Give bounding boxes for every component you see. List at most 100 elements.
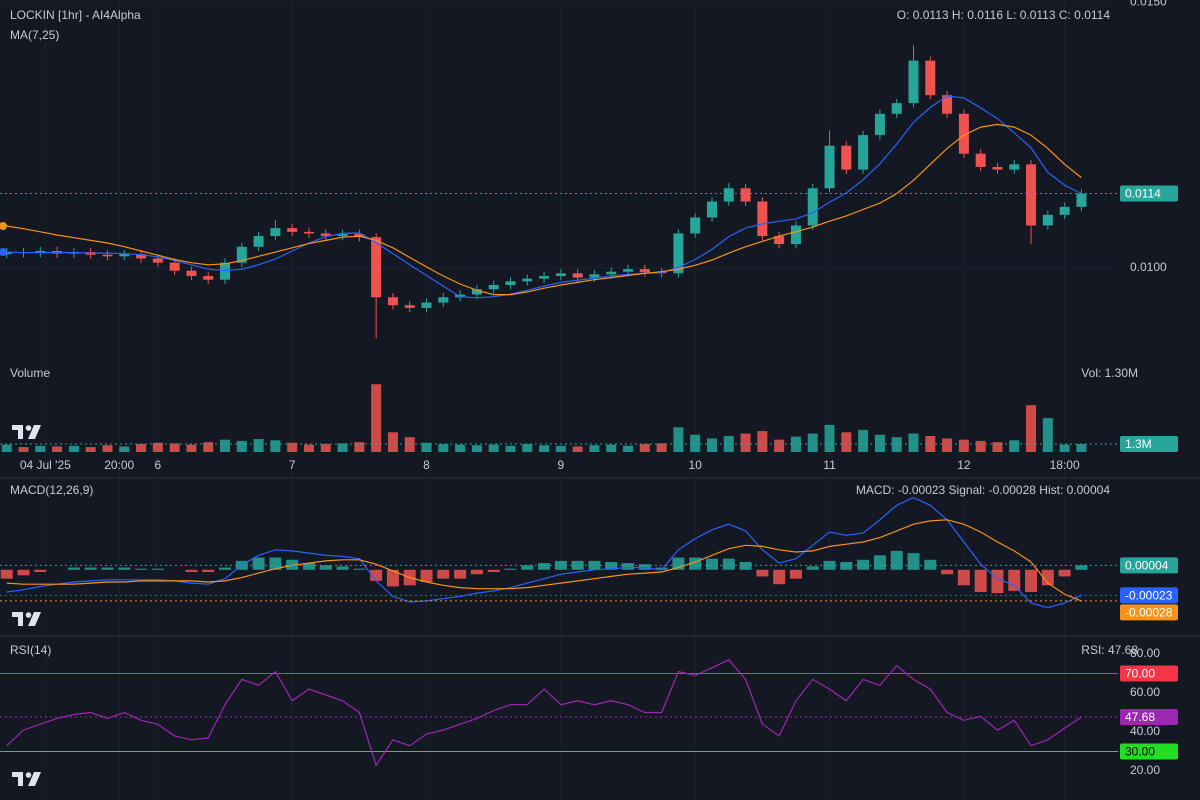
value-tag: -0.00023 <box>1125 589 1173 603</box>
histogram-bar <box>1041 569 1054 586</box>
candle-body <box>152 258 163 263</box>
volume-bar <box>1042 418 1053 452</box>
candle-body <box>858 135 869 170</box>
volume-bar <box>555 445 566 452</box>
candle-body <box>606 271 617 275</box>
volume-bar <box>807 433 818 452</box>
indicator-label: MA(7,25) <box>10 28 59 42</box>
volume-bar <box>387 432 398 452</box>
macd-title: MACD(12,26,9) <box>10 483 93 497</box>
band-tag-bg <box>1120 743 1178 760</box>
candle-body <box>690 217 701 234</box>
volume-bar <box>874 434 885 452</box>
volume-bar <box>287 442 298 452</box>
histogram-bar <box>34 569 47 572</box>
volume-bar <box>119 446 130 452</box>
macd-line <box>6 496 1082 609</box>
candle-body <box>253 236 264 247</box>
histogram-bar <box>302 563 315 570</box>
moving-average <box>6 95 1082 299</box>
value-tag: 0.00004 <box>1125 559 1169 573</box>
x-tick-label: 12 <box>957 458 971 472</box>
volume-bar <box>18 447 29 452</box>
volume-bar <box>706 438 717 452</box>
histogram-bar <box>0 569 13 579</box>
candle-body <box>320 233 331 237</box>
volume-bar <box>136 443 147 452</box>
candle-body <box>958 113 969 154</box>
candle-body <box>992 166 1003 170</box>
volume-bar <box>942 438 953 452</box>
candle-body <box>1059 206 1070 215</box>
volume-bar <box>354 442 365 452</box>
candle-body <box>1009 164 1020 170</box>
candle-body <box>438 297 449 303</box>
x-tick-label: 04 Jul '25 <box>20 458 71 472</box>
candle-body <box>942 95 953 114</box>
histogram-bar <box>739 562 752 570</box>
volume-bar <box>337 443 348 452</box>
candle-body <box>824 145 835 189</box>
volume-bar <box>421 442 432 452</box>
histogram-bar <box>84 567 97 570</box>
histogram-bar <box>319 565 332 570</box>
volume-bar <box>320 443 331 452</box>
candle-body <box>404 305 415 308</box>
candle-body <box>505 281 516 286</box>
histogram-bar <box>185 569 198 572</box>
candle-body <box>169 262 180 271</box>
histogram-bar <box>269 557 282 570</box>
volume-bar <box>841 432 852 452</box>
histogram-bar <box>1075 565 1088 570</box>
candle-body <box>639 269 650 273</box>
histogram-bar <box>454 569 467 579</box>
candle-body <box>623 269 634 272</box>
histogram-bar <box>907 553 920 570</box>
volume-bar <box>152 442 163 452</box>
histogram-bar <box>1025 569 1038 592</box>
candle-body <box>589 274 600 278</box>
histogram-bar <box>756 569 769 577</box>
volume-bar <box>1 444 12 452</box>
candle-body <box>471 289 482 295</box>
volume-bar <box>1026 405 1037 452</box>
histogram-bar <box>219 567 232 570</box>
candle-body <box>874 113 885 136</box>
histogram-bar <box>1058 569 1071 577</box>
volume-bar <box>35 445 46 452</box>
volume-bar <box>404 437 415 452</box>
logo <box>12 425 41 439</box>
rsi-title: RSI(14) <box>10 643 51 657</box>
value-tag: -0.00028 <box>1125 606 1173 620</box>
volume-bar <box>186 444 197 452</box>
volume-bar <box>203 442 214 452</box>
histogram-bar <box>202 569 215 572</box>
candle-body <box>102 254 113 257</box>
histogram-bar <box>118 567 131 570</box>
candle-body <box>270 228 281 237</box>
candle-body <box>136 254 147 259</box>
histogram-bar <box>773 569 786 585</box>
volume-bar <box>690 434 701 452</box>
value-tag-bg <box>1120 557 1178 574</box>
rsi-line <box>6 659 1082 767</box>
x-tick-label: 9 <box>558 458 565 472</box>
x-tick-label: 11 <box>823 458 836 472</box>
candle-body <box>555 273 566 276</box>
histogram-bar <box>890 550 903 570</box>
candle-body <box>387 297 398 306</box>
volume-bar <box>673 427 684 452</box>
volume-legend: Vol: 1.30M <box>1081 366 1138 380</box>
candle-body <box>841 145 852 170</box>
candle-body <box>488 285 499 290</box>
x-tick-label: 18:00 <box>1050 458 1080 472</box>
volume-title: Volume <box>10 366 50 380</box>
volume-bar <box>303 444 314 452</box>
y-tick-label: 20.00 <box>1130 763 1160 777</box>
y-tick-label: 0.0100 <box>1130 260 1167 274</box>
y-tick-label: 40.00 <box>1130 724 1160 738</box>
histogram-bar <box>655 567 668 570</box>
